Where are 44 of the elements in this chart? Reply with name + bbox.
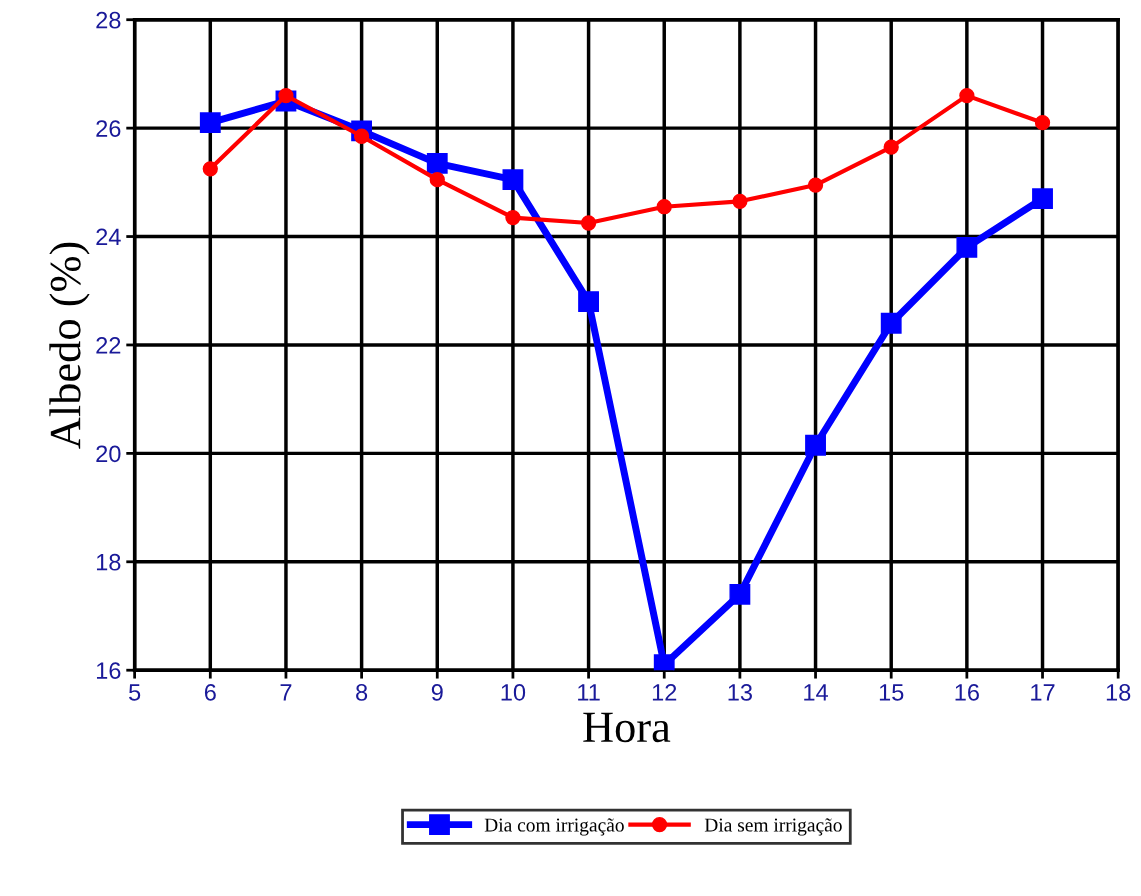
y-tick-label: 22: [96, 337, 121, 354]
y-tick-label: 18: [96, 553, 121, 571]
y-axis-title: Albedo (%): [49, 242, 90, 449]
point: [429, 171, 445, 188]
point: [580, 215, 597, 231]
x-tick-label: 13: [728, 684, 752, 701]
point: [202, 161, 218, 177]
x-tick-label: 7: [280, 684, 292, 701]
point: [729, 583, 751, 605]
x-tick-label: 17: [1031, 684, 1055, 701]
legend-label: Dia sem irrigação: [704, 818, 842, 836]
x-axis-title: Hora: [583, 712, 671, 743]
point: [1032, 188, 1053, 210]
y-tick-label: 20: [96, 445, 121, 463]
point: [426, 152, 448, 174]
point: [807, 177, 824, 193]
y-tick-label: 24: [96, 228, 121, 246]
x-tick-label: 16: [955, 684, 979, 701]
legend-label: Dia com irrigação: [484, 818, 624, 836]
x-tick-label: 5: [129, 684, 141, 701]
x-tick-label: 14: [804, 684, 828, 701]
y-tick-label: 28: [96, 11, 121, 29]
x-tick-label: 11: [578, 684, 600, 701]
point: [883, 139, 899, 155]
x-tick-label: 12: [652, 684, 677, 701]
point: [502, 169, 524, 191]
y-tick-label: 16: [96, 662, 121, 679]
x-tick-label: 15: [879, 684, 904, 701]
point: [732, 193, 748, 209]
point: [505, 209, 521, 226]
point: [578, 291, 599, 313]
point: [1034, 115, 1051, 131]
point: [199, 112, 221, 134]
x-tick-label: 8: [356, 684, 368, 701]
y-tick-label: 26: [96, 120, 121, 137]
x-tick-label: 9: [431, 684, 443, 701]
point: [805, 434, 826, 456]
x-tick-label: 10: [501, 684, 526, 701]
x-tick-label: 6: [204, 684, 216, 701]
point: [959, 87, 975, 104]
point: [880, 312, 902, 334]
x-tick-label: 18: [1106, 684, 1131, 701]
point: [956, 236, 978, 258]
point: [656, 199, 672, 215]
